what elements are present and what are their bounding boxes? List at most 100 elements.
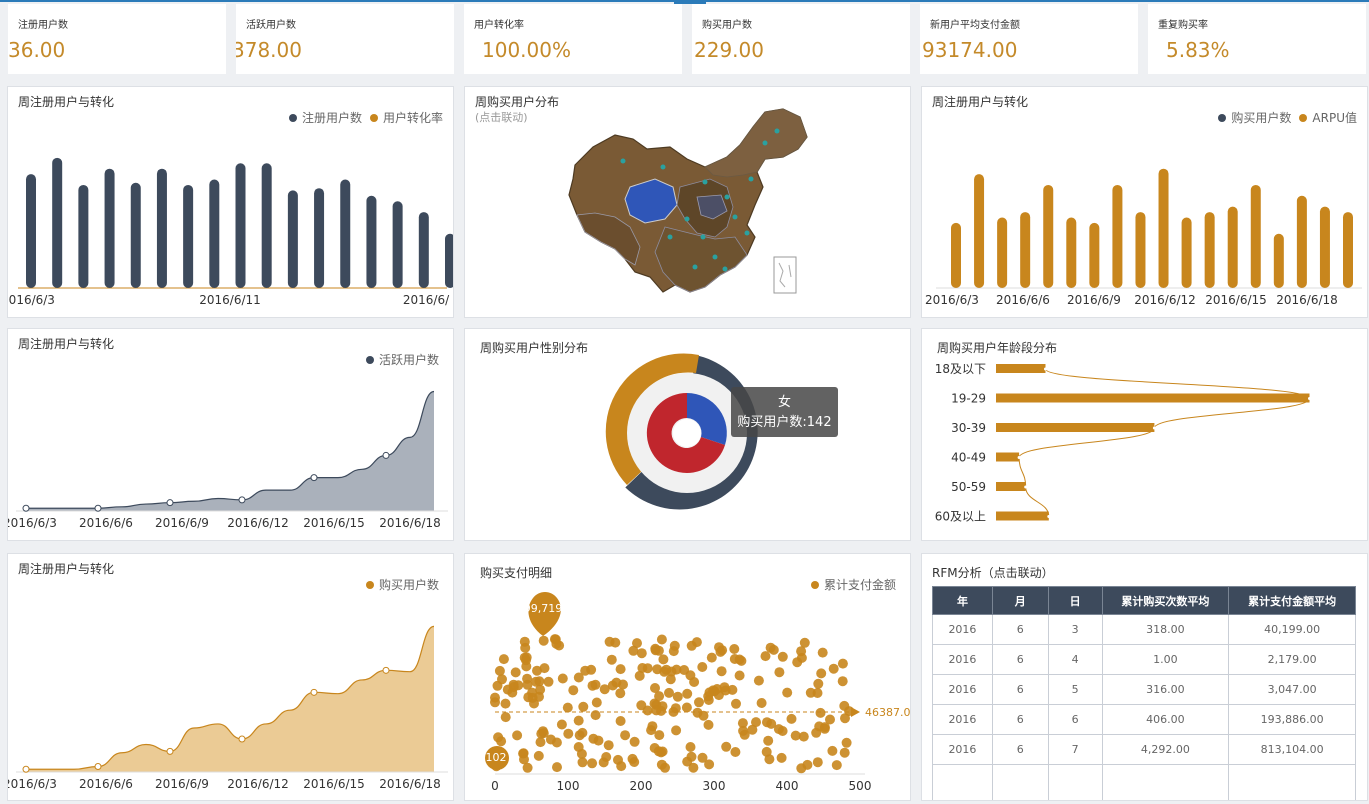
scatter-point[interactable] — [543, 676, 554, 687]
legend-item[interactable]: 注册用户数 — [288, 109, 362, 126]
kpi-card-registered[interactable]: 注册用户数 36.00 — [8, 4, 226, 74]
china-map[interactable] — [465, 87, 911, 318]
bar[interactable] — [1089, 222, 1100, 288]
scatter-point[interactable] — [538, 726, 548, 737]
scatter-point[interactable] — [539, 663, 550, 674]
data-point[interactable] — [1308, 397, 1311, 400]
scatter-point[interactable] — [521, 661, 532, 672]
panel-rfm-table[interactable]: RFM分析（点击联动） 年 月 日 累计购买次数平均 累计支付金额平均 2016… — [921, 553, 1368, 801]
kpi-card-repeat-rate[interactable]: 重复购买率 5.83% — [1148, 4, 1366, 74]
data-point[interactable] — [22, 504, 30, 512]
scatter-point[interactable] — [615, 688, 626, 699]
scatter-point[interactable] — [651, 705, 662, 716]
scatter-point[interactable] — [512, 730, 523, 741]
scatter-point[interactable] — [704, 759, 715, 770]
scatter-point[interactable] — [668, 646, 679, 657]
scatter-point[interactable] — [737, 718, 748, 729]
bar[interactable] — [996, 452, 1020, 462]
bar[interactable] — [445, 233, 454, 288]
map-region-tibet[interactable] — [576, 212, 641, 266]
map-region-south[interactable] — [654, 226, 748, 293]
scatter-point[interactable] — [714, 642, 724, 653]
scatter-point[interactable] — [654, 691, 665, 702]
bar[interactable] — [1227, 206, 1238, 288]
scatter-point[interactable] — [598, 757, 609, 768]
chart-legend[interactable]: 累计支付金额 — [810, 576, 896, 593]
scatter-point[interactable] — [697, 662, 708, 672]
scatter-point[interactable] — [577, 757, 588, 768]
scatter-point[interactable] — [615, 664, 626, 675]
scatter-point[interactable] — [792, 657, 803, 668]
scatter-point[interactable] — [657, 746, 668, 757]
legend-item[interactable]: ARPU值 — [1299, 109, 1357, 126]
scatter-point[interactable] — [841, 737, 852, 748]
scatter-point[interactable] — [538, 635, 549, 646]
scatter-point[interactable] — [497, 674, 507, 685]
column-header[interactable]: 累计购买次数平均 — [1101, 586, 1230, 615]
bar[interactable] — [340, 179, 351, 288]
bar[interactable] — [1181, 217, 1192, 289]
table-row[interactable]: 2016 6 6 406.00 193,886.00 — [932, 704, 1356, 735]
scatter-point[interactable] — [550, 634, 561, 645]
chart-legend[interactable]: 活跃用户数 — [365, 351, 439, 368]
bar-chart[interactable]: 2016/6/3 2016/6/11 2016/6/ — [8, 87, 454, 318]
legend-item[interactable]: 累计支付金额 — [810, 576, 896, 593]
scatter-point[interactable] — [498, 654, 509, 665]
bar[interactable] — [209, 179, 220, 288]
table-row[interactable]: 2016 6 3 318.00 40,199.00 — [932, 614, 1356, 645]
scatter-point[interactable] — [533, 750, 544, 761]
bar[interactable] — [974, 174, 985, 288]
data-point[interactable] — [166, 499, 174, 507]
scatter-point[interactable] — [551, 737, 562, 748]
table-row[interactable]: 2016 6 5 316.00 3,047.00 — [932, 674, 1356, 705]
scatter-point[interactable] — [706, 652, 717, 663]
scatter-point[interactable] — [496, 736, 507, 747]
bar[interactable] — [996, 423, 1155, 432]
scatter-point[interactable] — [703, 719, 714, 730]
min-marker-pin[interactable] — [485, 746, 509, 770]
scatter-point[interactable] — [629, 736, 640, 747]
scatter-point[interactable] — [837, 658, 848, 669]
scatter-point[interactable] — [519, 652, 530, 663]
map-region-north[interactable] — [704, 108, 808, 178]
data-point[interactable] — [22, 765, 30, 773]
scatter-point[interactable] — [817, 647, 828, 658]
scatter-point[interactable] — [828, 663, 839, 674]
bar[interactable] — [1273, 233, 1284, 288]
scatter-point[interactable] — [796, 763, 807, 774]
bar[interactable] — [314, 188, 325, 288]
scatter-point[interactable] — [812, 757, 823, 768]
bar[interactable] — [996, 364, 1046, 373]
scatter-point[interactable] — [522, 762, 533, 773]
donut-inner-red[interactable] — [646, 392, 725, 473]
scatter-point[interactable] — [762, 717, 772, 728]
scatter-point[interactable] — [588, 733, 599, 744]
scatter-point[interactable] — [610, 637, 621, 648]
bar[interactable] — [996, 482, 1026, 491]
scatter-point[interactable] — [751, 717, 761, 728]
data-point[interactable] — [238, 735, 246, 743]
scatter-point[interactable] — [703, 695, 714, 705]
column-header[interactable]: 累计支付金额平均 — [1228, 586, 1356, 615]
scatter-point[interactable] — [731, 698, 741, 709]
bar[interactable] — [1043, 184, 1054, 288]
donut-inner-blue[interactable] — [687, 393, 727, 445]
bar[interactable] — [183, 184, 194, 288]
bar[interactable] — [996, 393, 1310, 403]
scatter-point[interactable] — [654, 730, 665, 741]
scatter-point[interactable] — [590, 710, 601, 721]
legend-item[interactable]: 购买用户数 — [365, 576, 439, 593]
scatter-point[interactable] — [620, 730, 631, 741]
scatter-point[interactable] — [716, 666, 727, 677]
panel-weekly-registration-bar[interactable]: 周注册用户与转化 注册用户数 用户转化率 2016/6/32016/6/1120… — [7, 86, 454, 318]
scatter-point[interactable] — [580, 665, 591, 676]
scatter-point[interactable] — [760, 651, 771, 662]
scatter-point[interactable] — [685, 742, 696, 752]
scatter-point[interactable] — [636, 648, 647, 659]
scatter-point[interactable] — [535, 737, 546, 748]
scatter-point[interactable] — [562, 702, 573, 713]
scatter-point[interactable] — [522, 679, 533, 690]
scatter-point[interactable] — [632, 638, 642, 649]
scatter-chart[interactable]: 46387.0 99,719 102 0 100 200 300 400 500 — [465, 554, 911, 801]
chart-legend[interactable]: 注册用户数 用户转化率 — [288, 109, 443, 126]
